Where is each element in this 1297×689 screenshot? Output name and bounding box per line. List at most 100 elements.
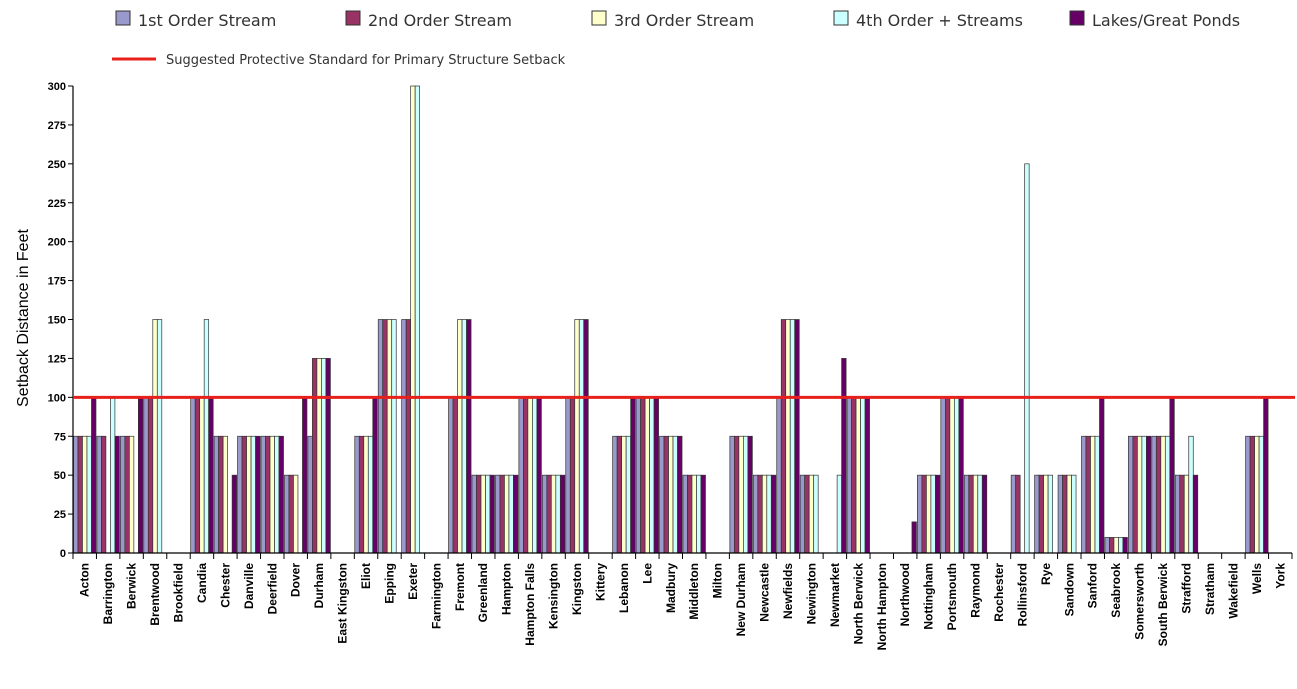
bar bbox=[578, 319, 585, 554]
bar bbox=[949, 396, 955, 554]
bar bbox=[1254, 435, 1260, 554]
bar bbox=[1122, 537, 1128, 554]
bar bbox=[1164, 435, 1171, 554]
bar bbox=[917, 474, 923, 554]
y-tick-label: 25 bbox=[54, 509, 66, 521]
bar bbox=[518, 396, 524, 554]
legend-label: Lakes/Great Ponds bbox=[1092, 11, 1240, 30]
chart-axes bbox=[72, 86, 1293, 559]
bar bbox=[682, 474, 688, 554]
category-label: Raymond bbox=[969, 563, 983, 618]
category-label: Madbury bbox=[664, 563, 678, 613]
chart-legend: 1st Order Stream 2nd Order Stream 3rd Orde… bbox=[115, 10, 1240, 30]
bar bbox=[612, 435, 618, 554]
bar bbox=[770, 474, 777, 554]
bar bbox=[696, 474, 702, 554]
bar bbox=[841, 358, 847, 554]
bar bbox=[977, 474, 983, 554]
category-label: Newington bbox=[804, 563, 818, 624]
bar bbox=[541, 474, 548, 554]
bar bbox=[860, 396, 866, 554]
category-label: New Durham bbox=[734, 563, 748, 636]
bar bbox=[448, 396, 454, 554]
bar bbox=[1113, 537, 1119, 554]
category-labels: Acton Barrington Berwick Brentwood Brookfiel… bbox=[78, 563, 1288, 651]
bar bbox=[363, 435, 369, 554]
bar bbox=[147, 396, 154, 554]
category-label: Hampton bbox=[500, 563, 514, 615]
bar bbox=[799, 474, 806, 554]
category-label: Middleton bbox=[687, 563, 701, 620]
bar bbox=[485, 474, 491, 554]
bar bbox=[1151, 435, 1157, 554]
bar bbox=[382, 319, 388, 554]
bar bbox=[391, 319, 397, 554]
bar bbox=[972, 474, 979, 554]
category-label: Seabrook bbox=[1109, 563, 1123, 618]
category-label: Strafford bbox=[1180, 563, 1194, 614]
bar bbox=[757, 474, 763, 554]
category-label: Rochester bbox=[992, 563, 1006, 622]
category-label: Somersworth bbox=[1133, 563, 1147, 640]
bar bbox=[480, 474, 486, 554]
category-label: East Kingston bbox=[336, 563, 350, 644]
category-label: Wells bbox=[1250, 563, 1264, 594]
legend-swatch bbox=[115, 10, 131, 26]
category-label: Kittery bbox=[593, 563, 607, 601]
bar bbox=[124, 435, 130, 554]
bar bbox=[621, 435, 627, 554]
bar bbox=[804, 474, 810, 554]
bar bbox=[532, 396, 538, 554]
category-label: York bbox=[1273, 563, 1287, 589]
bar bbox=[738, 435, 744, 554]
category-label: Exeter bbox=[406, 563, 420, 600]
bar bbox=[457, 319, 463, 554]
bar bbox=[1085, 435, 1091, 554]
bar bbox=[672, 435, 678, 554]
bar bbox=[944, 396, 951, 554]
bar bbox=[953, 396, 960, 554]
category-label: Newcastle bbox=[758, 563, 772, 622]
category-label: Candia bbox=[195, 563, 209, 603]
bar bbox=[1258, 435, 1264, 554]
bar bbox=[789, 319, 796, 554]
bar bbox=[536, 396, 542, 554]
bar bbox=[968, 474, 974, 554]
y-tick-label: 100 bbox=[48, 392, 66, 404]
category-label: Milton bbox=[711, 563, 725, 598]
category-label: Wakefield bbox=[1226, 563, 1240, 619]
bar bbox=[1263, 396, 1269, 554]
bar bbox=[495, 474, 501, 554]
category-label: Durham bbox=[312, 563, 326, 608]
category-label: Brentwood bbox=[148, 563, 162, 626]
bar bbox=[1038, 474, 1044, 554]
bar bbox=[77, 435, 83, 554]
bar bbox=[499, 474, 505, 554]
bar bbox=[687, 474, 693, 554]
bar bbox=[565, 396, 571, 554]
bar bbox=[377, 319, 384, 554]
bar bbox=[284, 474, 290, 554]
y-tick-label: 0 bbox=[60, 548, 66, 560]
category-label: Dover bbox=[289, 563, 303, 597]
bar bbox=[663, 435, 669, 554]
category-label: Northwood bbox=[898, 563, 912, 626]
bar bbox=[1169, 396, 1175, 554]
bar-series bbox=[73, 85, 1269, 554]
bar bbox=[921, 474, 927, 554]
bar bbox=[278, 435, 284, 554]
bar bbox=[523, 396, 529, 554]
bar bbox=[120, 435, 126, 554]
bar bbox=[644, 396, 650, 554]
category-label: Acton bbox=[78, 563, 92, 597]
bar bbox=[358, 435, 365, 554]
category-label: Newmarket bbox=[828, 563, 842, 627]
bar bbox=[1174, 474, 1181, 554]
bar bbox=[213, 435, 219, 554]
category-label: Rollinsford bbox=[1015, 563, 1029, 626]
bar bbox=[691, 474, 697, 554]
bar bbox=[1141, 435, 1147, 554]
y-tick-label: 150 bbox=[48, 315, 66, 327]
y-tick-label: 300 bbox=[48, 81, 66, 93]
bar bbox=[1160, 435, 1166, 554]
